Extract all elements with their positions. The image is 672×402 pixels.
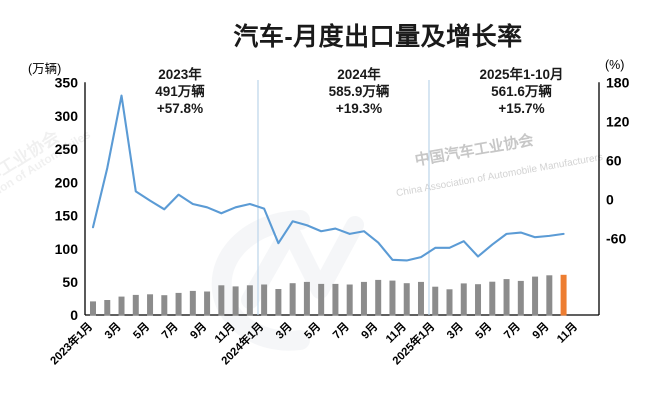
svg-text:2023年1月: 2023年1月 bbox=[47, 319, 95, 367]
svg-text:7月: 7月 bbox=[501, 320, 523, 342]
svg-text:180: 180 bbox=[606, 75, 630, 91]
svg-text:50: 50 bbox=[62, 274, 78, 290]
svg-text:7月: 7月 bbox=[159, 320, 181, 342]
svg-text:9月: 9月 bbox=[188, 320, 210, 342]
svg-text:200: 200 bbox=[55, 174, 79, 190]
svg-text:300: 300 bbox=[55, 108, 79, 124]
svg-text:0: 0 bbox=[70, 307, 78, 323]
svg-text:120: 120 bbox=[606, 114, 630, 130]
svg-text:11月: 11月 bbox=[554, 320, 580, 346]
svg-text:250: 250 bbox=[55, 141, 79, 157]
svg-text:11月: 11月 bbox=[383, 320, 409, 346]
svg-text:350: 350 bbox=[55, 75, 79, 91]
svg-text:7月: 7月 bbox=[330, 320, 352, 342]
svg-text:150: 150 bbox=[55, 208, 79, 224]
svg-text:5月: 5月 bbox=[131, 320, 153, 342]
svg-text:3月: 3月 bbox=[102, 320, 124, 342]
svg-text:9月: 9月 bbox=[359, 320, 381, 342]
svg-text:5月: 5月 bbox=[473, 320, 495, 342]
svg-text:60: 60 bbox=[606, 153, 622, 169]
svg-text:9月: 9月 bbox=[530, 320, 552, 342]
svg-text:3月: 3月 bbox=[444, 320, 466, 342]
svg-text:-60: -60 bbox=[606, 231, 626, 247]
svg-text:0: 0 bbox=[606, 192, 614, 208]
svg-text:中国汽车工业协会: 中国汽车工业协会 bbox=[413, 131, 534, 170]
svg-text:100: 100 bbox=[55, 241, 79, 257]
